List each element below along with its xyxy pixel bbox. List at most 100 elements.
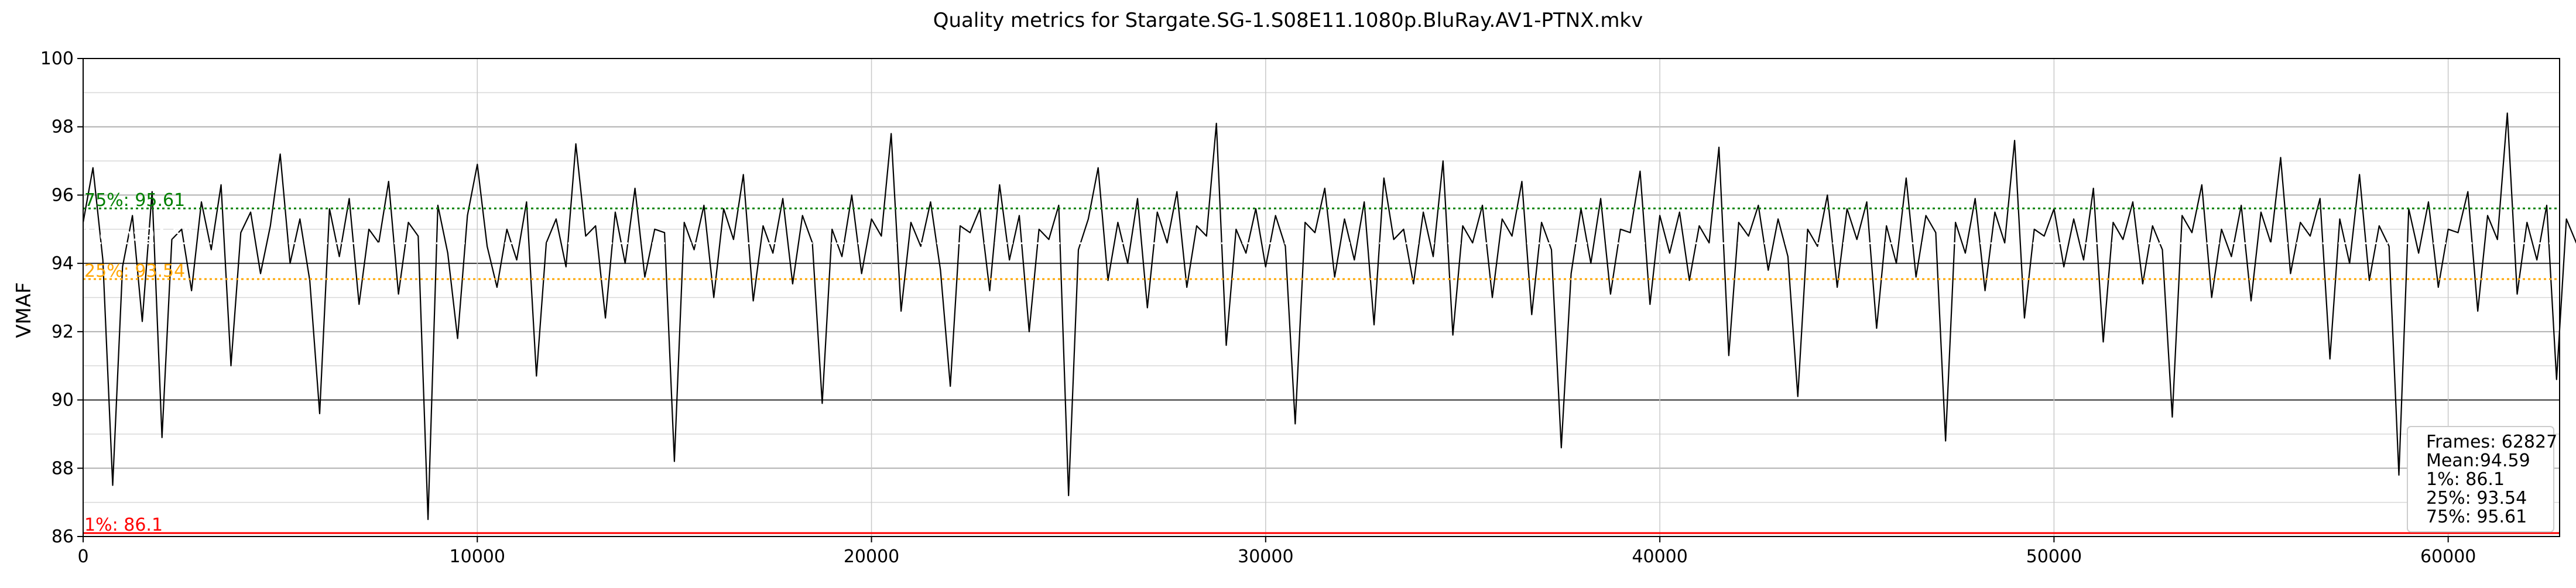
data-point	[2458, 232, 2459, 233]
data-point	[1137, 198, 1138, 199]
grid	[83, 59, 2560, 537]
data-point	[920, 246, 922, 247]
data-point	[1748, 236, 1749, 237]
data-point	[1265, 266, 1266, 267]
data-point	[2063, 266, 2064, 267]
data-point	[2468, 191, 2469, 192]
data-point	[231, 365, 232, 366]
data-point	[162, 437, 163, 438]
data-point	[1571, 273, 1572, 274]
data-point	[2132, 201, 2133, 202]
data-point	[1373, 324, 1375, 325]
data-point	[1699, 225, 1700, 226]
data-point	[1827, 195, 1828, 196]
data-point	[2073, 218, 2074, 219]
data-point	[704, 205, 705, 206]
data-point	[1364, 201, 1365, 202]
data-point	[1926, 215, 1927, 216]
data-point	[822, 403, 823, 404]
data-point	[250, 212, 251, 213]
data-point	[585, 236, 587, 237]
data-point	[319, 413, 320, 414]
y-tick-label: 86	[52, 527, 74, 547]
data-point	[1945, 441, 1946, 442]
data-point	[1512, 236, 1513, 237]
data-point	[664, 232, 665, 233]
data-point	[2507, 113, 2508, 114]
data-point	[763, 225, 764, 226]
data-point	[2477, 311, 2478, 312]
data-point	[2113, 222, 2114, 223]
x-tick-label: 10000	[450, 546, 505, 567]
data-point	[2201, 184, 2202, 185]
data-point	[2379, 225, 2380, 226]
data-point	[881, 236, 882, 237]
data-point	[1393, 239, 1395, 240]
data-point	[496, 287, 498, 288]
data-point	[1767, 270, 1769, 271]
stats-line: 25%: 93.54	[2426, 488, 2527, 508]
data-point	[1965, 253, 1966, 254]
data-point	[645, 277, 646, 278]
data-point	[1590, 263, 1591, 264]
data-point	[2093, 188, 2094, 189]
data-point	[576, 143, 577, 145]
data-point	[1541, 222, 1542, 223]
data-point	[1797, 396, 1799, 397]
data-point	[2310, 236, 2311, 237]
data-point	[1738, 222, 1739, 223]
data-point	[861, 273, 862, 274]
data-point	[1413, 283, 1414, 284]
data-point	[2014, 140, 2015, 141]
data-point	[1206, 236, 1207, 237]
data-point	[1728, 355, 1729, 356]
data-point	[1285, 246, 1286, 247]
data-point	[1186, 287, 1187, 288]
data-point	[1157, 212, 1158, 213]
y-tick-label: 98	[52, 117, 74, 137]
data-point	[1354, 260, 1355, 261]
data-point	[1226, 345, 1227, 346]
x-tick-label: 30000	[1238, 546, 1293, 567]
data-point	[1856, 239, 1858, 240]
data-point	[1423, 212, 1424, 213]
data-point	[1492, 297, 1493, 298]
data-point	[1630, 232, 1631, 233]
data-point	[2566, 218, 2567, 219]
data-point	[684, 222, 685, 223]
data-point	[1009, 260, 1010, 261]
data-point	[733, 239, 734, 240]
data-point	[2536, 260, 2537, 261]
data-point	[526, 201, 527, 202]
data-point	[270, 225, 271, 226]
data-point	[2122, 239, 2123, 240]
data-point	[2438, 287, 2439, 288]
data-point	[694, 249, 695, 250]
data-point	[674, 461, 675, 462]
data-point	[1403, 229, 1405, 230]
data-point	[260, 273, 261, 274]
data-point	[1522, 181, 1523, 182]
data-point	[970, 232, 971, 233]
data-point	[1049, 239, 1050, 240]
data-point	[349, 198, 350, 199]
data-point	[1236, 229, 1237, 230]
data-point	[221, 184, 222, 185]
data-point	[1640, 171, 1641, 172]
data-point	[1787, 256, 1789, 257]
data-point	[2172, 417, 2173, 418]
data-point	[1177, 191, 1178, 192]
data-point	[290, 263, 291, 264]
data-point	[1275, 215, 1276, 216]
data-point	[1600, 198, 1601, 199]
data-point	[1314, 232, 1316, 233]
data-point	[940, 270, 941, 271]
data-point	[2546, 205, 2547, 206]
data-point	[1039, 229, 1040, 230]
data-point	[999, 184, 1001, 185]
data-point	[280, 154, 281, 155]
data-point	[1462, 225, 1464, 226]
data-point	[1837, 287, 1838, 288]
data-point	[1975, 198, 1976, 199]
